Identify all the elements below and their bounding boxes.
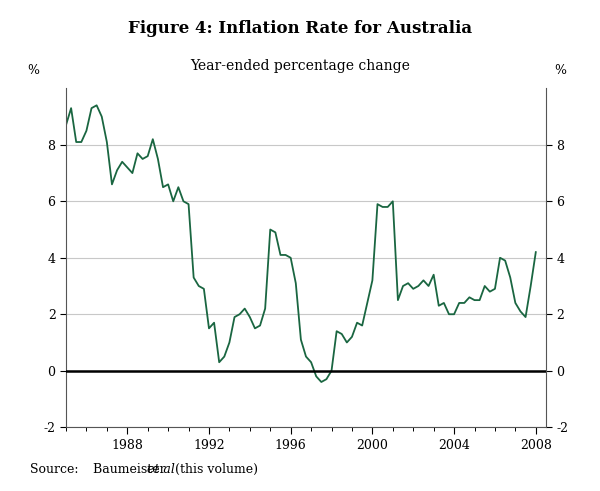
Text: Year-ended percentage change: Year-ended percentage change bbox=[190, 59, 410, 73]
Text: %: % bbox=[554, 64, 566, 77]
Text: et al: et al bbox=[147, 464, 175, 476]
Text: Baumeister: Baumeister bbox=[93, 464, 170, 476]
Text: Figure 4: Inflation Rate for Australia: Figure 4: Inflation Rate for Australia bbox=[128, 20, 472, 37]
Text: %: % bbox=[27, 64, 39, 77]
Text: (this volume): (this volume) bbox=[171, 464, 258, 476]
Text: Source:: Source: bbox=[30, 464, 79, 476]
